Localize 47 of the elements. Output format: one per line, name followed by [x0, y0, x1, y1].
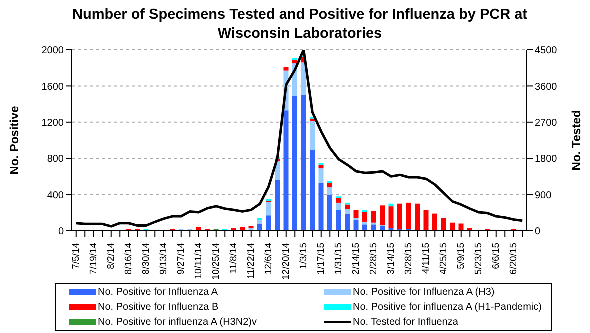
x-tick-label: 4/11/15 — [420, 243, 432, 274]
legend-label: No. Positive for Influenza B — [98, 302, 219, 312]
y2-axis-title: No. Tested — [569, 110, 584, 171]
x-tick-label: 1/17/15 — [316, 243, 327, 275]
x-tick-label: 12/20/14 — [280, 243, 292, 280]
y-tick-label: 0 — [58, 226, 64, 238]
y-tick-label: 800 — [47, 154, 64, 166]
x-tick-label: 8/2/14 — [106, 243, 117, 270]
x-tick-label: 6/6/15 — [490, 243, 502, 270]
x-tick-label: 9/27/14 — [176, 243, 187, 275]
legend-label: No. Positive for influenza A (H1-Pandemic) — [353, 302, 542, 312]
y2-tick-label: 900 — [535, 190, 552, 202]
x-tick-label: 2/28/15 — [368, 243, 380, 275]
y-tick-label: 2000 — [42, 46, 64, 57]
x-tick-label: 2/14/15 — [350, 243, 362, 275]
x-tick-label: 3/28/15 — [403, 243, 414, 275]
x-tick-label: 10/25/14 — [210, 243, 222, 280]
legend-label: No. Positive for Influenza A (H3) — [353, 286, 495, 298]
x-tick-label: 10/11/14 — [193, 243, 204, 280]
x-tick-label: 3/14/15 — [386, 243, 397, 275]
x-tick-label: 8/16/14 — [123, 243, 134, 275]
x-tick-label: 12/6/14 — [263, 243, 274, 275]
chart-title: Number of Specimens Tested and Positive for Influenza by PCR at Wisconsin Laboratories — [72, 6, 528, 44]
x-tick-label: 1/31/15 — [333, 243, 344, 275]
y2-tick-label: 1800 — [535, 154, 558, 166]
y2-tick-label: 2700 — [535, 118, 558, 129]
y-tick-label: 1600 — [42, 82, 64, 93]
y2-tick-label: 0 — [535, 226, 541, 238]
x-tick-label: 6/20/15 — [508, 243, 520, 275]
legend-label: No. Tested for Influenza — [353, 316, 458, 328]
legend-label: No. Positive for Influenza A — [98, 286, 218, 298]
y2-tick-label: 4500 — [535, 46, 558, 57]
legend-label: No. Positive for influenza A (H3N2)v — [98, 316, 257, 328]
x-tick-label: 8/30/14 — [140, 243, 152, 275]
x-tick-label: 9/13/14 — [158, 243, 170, 275]
x-tick-label: 5/9/15 — [456, 243, 467, 270]
y-tick-label: 400 — [47, 190, 64, 202]
x-tick-label: 4/25/15 — [438, 243, 450, 275]
y-axis-title: No. Positive — [7, 106, 22, 175]
x-tick-label: 11/8/14 — [228, 243, 240, 274]
x-tick-label: 1/3/15 — [298, 243, 310, 270]
y2-tick-label: 3600 — [535, 82, 558, 93]
x-tick-label: 7/5/14 — [70, 243, 82, 270]
y-tick-label: 1200 — [42, 118, 64, 129]
x-tick-label: 7/19/14 — [88, 243, 100, 275]
x-tick-label: 5/23/15 — [473, 243, 484, 275]
x-tick-label: 11/22/14 — [246, 243, 257, 280]
